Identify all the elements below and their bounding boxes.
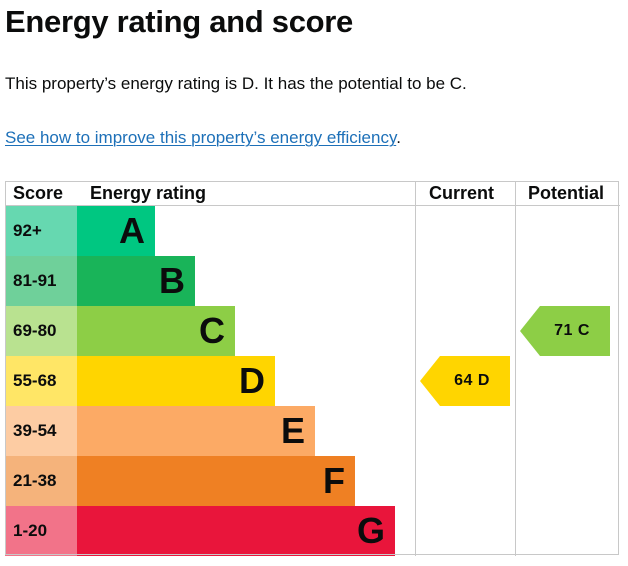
score-range-f: 21-38 [5, 456, 77, 506]
score-header: Score [13, 183, 64, 203]
header-divider [5, 205, 620, 206]
current-column-divider [415, 181, 416, 556]
rating-bar-d: D [77, 356, 275, 406]
potential-rating-arrow: 71 C [520, 306, 610, 356]
rating-bar-c: C [77, 306, 235, 356]
score-range-c: 69-80 [5, 306, 77, 356]
energy-rating-chart: 92+ A 81-91 B 69-80 C 55-68 D 39-54 E 21-38 F 1-20 G … [5, 181, 620, 556]
current-header: Current [429, 183, 495, 203]
rating-letter-e: E [280, 410, 305, 451]
energy-rating-header: Energy rating [90, 183, 207, 203]
rating-letter-c: C [199, 310, 225, 351]
current-rating-arrow: 64 D [420, 356, 510, 406]
rating-bar-a: A [77, 206, 155, 256]
rating-letter-d: D [239, 360, 265, 401]
score-range-a: 92+ [5, 206, 77, 256]
rating-bar-f: F [77, 456, 355, 506]
rating-letter-a: A [119, 210, 145, 251]
potential-header: Potential [528, 183, 605, 203]
rating-letter-f: F [323, 460, 345, 501]
page-title: Energy rating and score [5, 4, 353, 39]
rating-letter-g: G [356, 510, 385, 551]
chart-frame [5, 181, 619, 555]
score-range-e: 39-54 [5, 406, 77, 456]
rating-bar-e: E [77, 406, 315, 456]
rating-letter-b: B [159, 260, 185, 301]
link-suffix: . [396, 128, 401, 147]
potential-column-divider [515, 181, 516, 556]
improve-efficiency-link[interactable]: See how to improve this property’s energ… [5, 128, 397, 147]
rating-bar-g: G [77, 506, 395, 556]
score-range-b: 81-91 [5, 256, 77, 306]
improve-link-line: See how to improve this property’s energ… [5, 126, 401, 150]
rating-summary: This property’s energy rating is D. It h… [5, 74, 467, 93]
potential-rating-label: 71 C [554, 322, 590, 339]
score-range-g: 1-20 [5, 506, 77, 556]
score-range-d: 55-68 [5, 356, 77, 406]
current-rating-label: 64 D [454, 372, 490, 389]
rating-bar-b: B [77, 256, 195, 306]
